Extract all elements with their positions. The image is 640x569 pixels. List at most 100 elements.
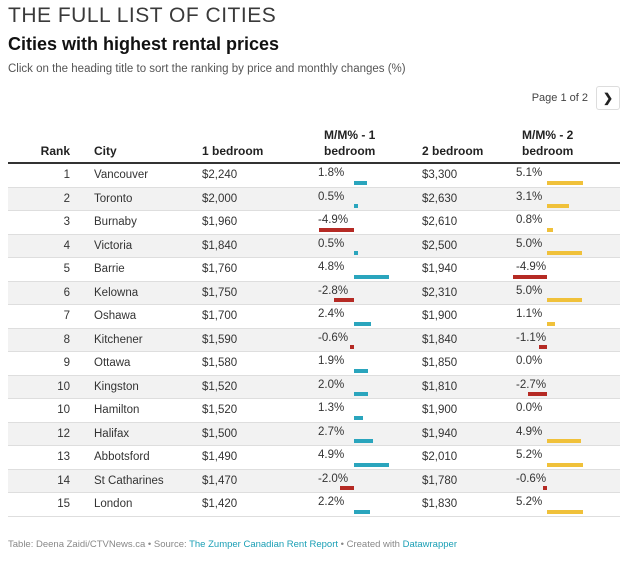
two-bedroom-price-cell: $1,940 — [416, 422, 516, 446]
change-bar — [547, 298, 582, 302]
change-bar — [339, 486, 354, 490]
change-bar — [354, 368, 368, 373]
change-value: 2.4% — [318, 308, 345, 320]
table-row: 14 St Catharines $1,470 -2.0% $1,780 -0.6% — [8, 469, 620, 493]
one-bedroom-price-cell: $1,490 — [196, 445, 318, 470]
change-value: 5.2% — [516, 449, 543, 461]
change-value: 1.8% — [318, 167, 345, 179]
change-value: 5.0% — [516, 284, 543, 297]
pagination: Page 1 of 2 ❯ — [532, 86, 620, 110]
mm-2-bedroom-cell: 5.2% — [516, 445, 620, 470]
change-bar — [547, 509, 584, 514]
change-value: -2.0% — [318, 472, 349, 485]
mm-2-bedroom-cell: 5.1% — [516, 163, 620, 188]
change-value: -4.9% — [516, 261, 547, 273]
source-link[interactable]: The Zumper Canadian Rent Report — [189, 539, 339, 550]
change-bar — [528, 392, 547, 396]
rank-cell: 2 — [8, 187, 88, 211]
one-bedroom-price-cell: $1,590 — [196, 328, 318, 352]
rank-cell: 14 — [8, 469, 88, 493]
one-bedroom-price-cell: $1,760 — [196, 257, 318, 282]
change-bar — [354, 439, 374, 443]
two-bedroom-price-cell: $1,850 — [416, 351, 516, 376]
rent-ranking-table: Rank City 1 bedroom M/M% - 1 bedroom 2 be… — [8, 122, 620, 517]
rank-cell: 8 — [8, 328, 88, 352]
mm-1-bedroom-cell: -2.8% — [318, 281, 416, 305]
change-value: 5.0% — [516, 237, 543, 250]
table-body: 1 Vancouver $2,240 1.8% $3,300 5.1% 2 Toronto $2… — [8, 163, 620, 517]
mm-1-bedroom-cell: 2.0% — [318, 375, 416, 399]
change-value: 2.2% — [318, 496, 345, 508]
change-value: 4.9% — [516, 425, 543, 438]
city-cell: London — [88, 492, 196, 517]
table-row: 12 Halifax $1,500 2.7% $1,940 4.9% — [8, 422, 620, 446]
one-bedroom-price-cell: $1,700 — [196, 304, 318, 329]
datawrapper-link[interactable]: Datawrapper — [402, 539, 457, 550]
next-page-button[interactable]: ❯ — [596, 86, 620, 110]
change-value: 4.9% — [318, 449, 345, 461]
change-bar — [349, 345, 354, 349]
change-value: 2.0% — [318, 378, 345, 391]
table-row: 3 Burnaby $1,960 -4.9% $2,610 0.8% — [8, 210, 620, 235]
change-bar — [354, 462, 390, 467]
one-bedroom-price-cell: $2,000 — [196, 187, 318, 211]
column-header-2-bedroom[interactable]: 2 bedroom — [416, 122, 516, 164]
city-cell: Vancouver — [88, 163, 196, 188]
mm-2-bedroom-cell: -1.1% — [516, 328, 620, 352]
change-bar — [512, 274, 547, 279]
two-bedroom-price-cell: $2,010 — [416, 445, 516, 470]
mm-2-bedroom-cell: 3.1% — [516, 187, 620, 211]
mm-1-bedroom-cell: 0.5% — [318, 187, 416, 211]
table-row: 10 Hamilton $1,520 1.3% $1,900 0.0% — [8, 398, 620, 423]
rank-cell: 13 — [8, 445, 88, 470]
table-row: 15 London $1,420 2.2% $1,830 5.2% — [8, 492, 620, 517]
page-subtitle: Cities with highest rental prices — [8, 34, 280, 54]
mm-1-bedroom-cell: 2.7% — [318, 422, 416, 446]
two-bedroom-price-cell: $2,630 — [416, 187, 516, 211]
column-header-city[interactable]: City — [88, 122, 196, 164]
change-value: 0.0% — [516, 355, 543, 367]
change-value: 1.1% — [516, 308, 543, 320]
one-bedroom-price-cell: $1,750 — [196, 281, 318, 305]
two-bedroom-price-cell: $3,300 — [416, 163, 516, 188]
change-bar — [547, 321, 555, 326]
change-value: 0.5% — [318, 190, 345, 203]
two-bedroom-price-cell: $1,900 — [416, 304, 516, 329]
mm-1-bedroom-cell: 2.2% — [318, 492, 416, 517]
change-value: 3.1% — [516, 190, 543, 203]
city-cell: Halifax — [88, 422, 196, 446]
table-row: 5 Barrie $1,760 4.8% $1,940 -4.9% — [8, 257, 620, 282]
change-bar — [354, 392, 369, 396]
rank-cell: 4 — [8, 234, 88, 258]
chevron-right-icon: ❯ — [602, 91, 614, 105]
mm-1-bedroom-cell: 0.5% — [318, 234, 416, 258]
column-header-1-bedroom[interactable]: 1 bedroom — [196, 122, 318, 164]
column-header-mm-2-bedroom[interactable]: M/M% - 2 bedroom — [516, 122, 620, 164]
change-value: 4.8% — [318, 261, 345, 273]
mm-2-bedroom-cell: 4.9% — [516, 422, 620, 446]
two-bedroom-price-cell: $1,830 — [416, 492, 516, 517]
page-description: Click on the heading title to sort the r… — [8, 63, 406, 75]
mm-1-bedroom-cell: -2.0% — [318, 469, 416, 493]
column-header-rank[interactable]: Rank — [8, 122, 88, 164]
mm-1-bedroom-cell: 1.9% — [318, 351, 416, 376]
two-bedroom-price-cell: $2,310 — [416, 281, 516, 305]
two-bedroom-price-cell: $1,900 — [416, 398, 516, 423]
city-cell: Kingston — [88, 375, 196, 399]
mm-2-bedroom-cell: 5.0% — [516, 281, 620, 305]
change-value: 0.0% — [516, 402, 543, 414]
change-bar — [542, 486, 547, 490]
mm-2-bedroom-cell: -2.7% — [516, 375, 620, 399]
table-row: 13 Abbotsford $1,490 4.9% $2,010 5.2% — [8, 445, 620, 470]
change-bar — [354, 321, 372, 326]
column-header-mm-1-bedroom[interactable]: M/M% - 1 bedroom — [318, 122, 416, 164]
one-bedroom-price-cell: $1,520 — [196, 375, 318, 399]
change-bar — [354, 274, 389, 279]
one-bedroom-price-cell: $1,420 — [196, 492, 318, 517]
change-value: 0.5% — [318, 237, 345, 250]
change-value: -0.6% — [318, 331, 349, 344]
change-bar — [547, 251, 582, 255]
one-bedroom-price-cell: $1,470 — [196, 469, 318, 493]
change-bar — [318, 227, 354, 232]
table-row: 9 Ottawa $1,580 1.9% $1,850 0.0% — [8, 351, 620, 376]
